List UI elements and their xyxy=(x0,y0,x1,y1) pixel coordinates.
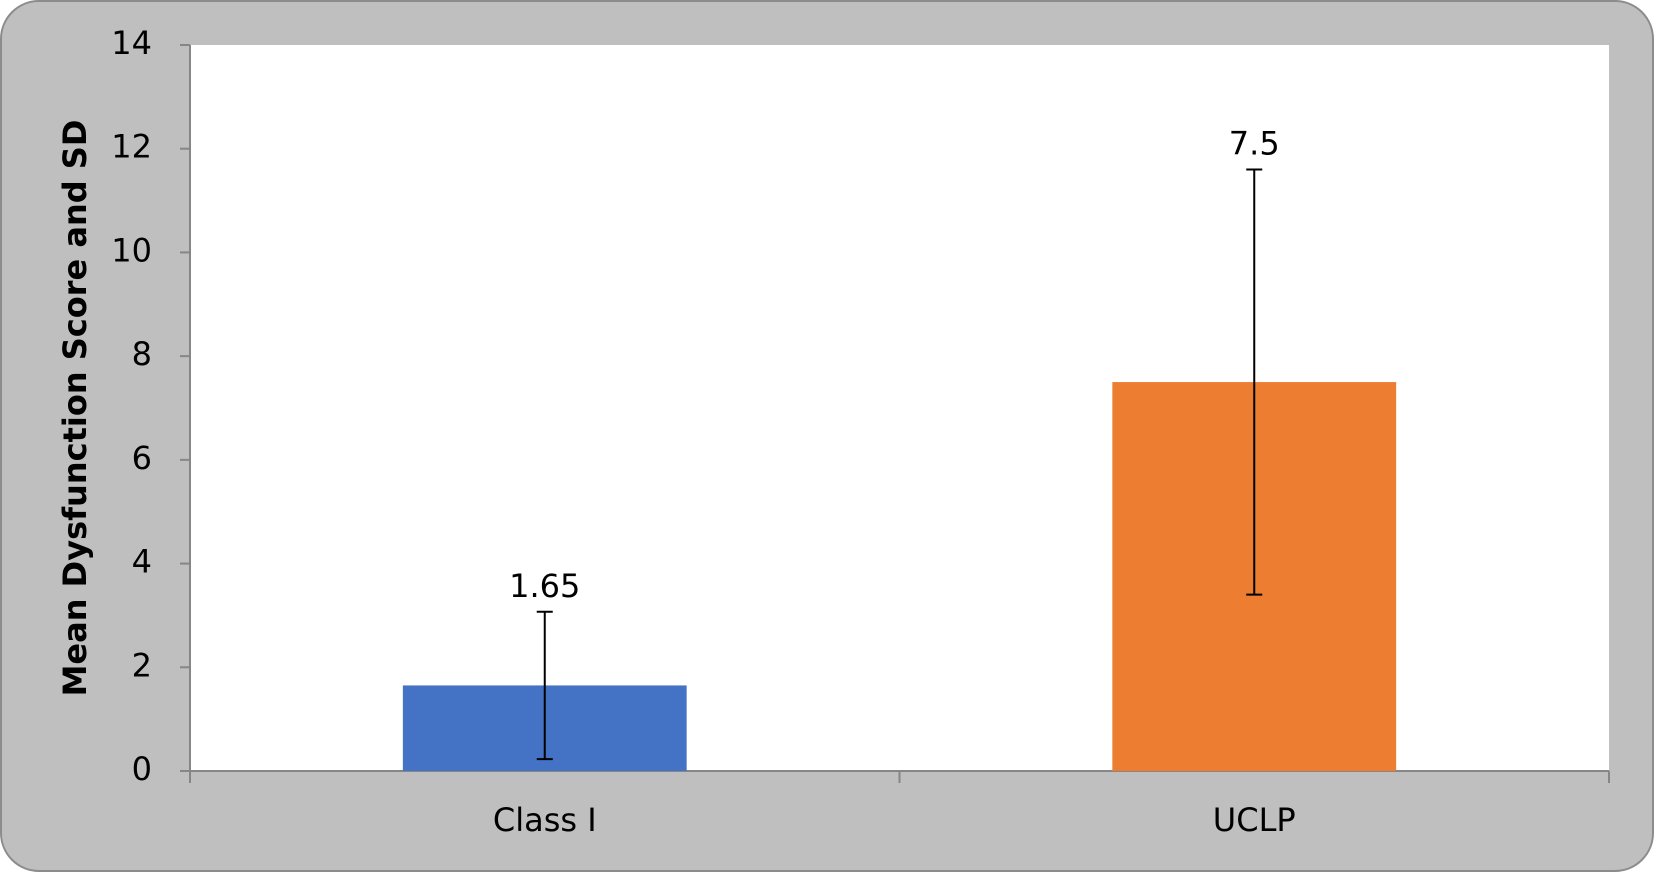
x-tick-label: UCLP xyxy=(1213,801,1296,839)
y-tick-label: 6 xyxy=(132,439,152,477)
y-tick-label: 2 xyxy=(132,646,152,684)
data-label: 7.5 xyxy=(1229,124,1280,162)
data-label: 1.65 xyxy=(509,567,580,605)
y-tick-label: 14 xyxy=(111,24,152,62)
error-bar xyxy=(1246,168,1263,596)
y-axis-label: Mean Dysfunction Score and SD xyxy=(56,120,94,697)
y-tick-label: 10 xyxy=(111,231,152,269)
x-tick-label: Class I xyxy=(493,801,597,839)
y-tick-label: 0 xyxy=(132,750,152,788)
error-bar xyxy=(536,610,553,761)
y-tick-label: 8 xyxy=(132,335,152,373)
y-tick-label: 12 xyxy=(111,128,152,166)
plot-area xyxy=(190,45,1609,771)
y-tick-label: 4 xyxy=(132,543,152,581)
